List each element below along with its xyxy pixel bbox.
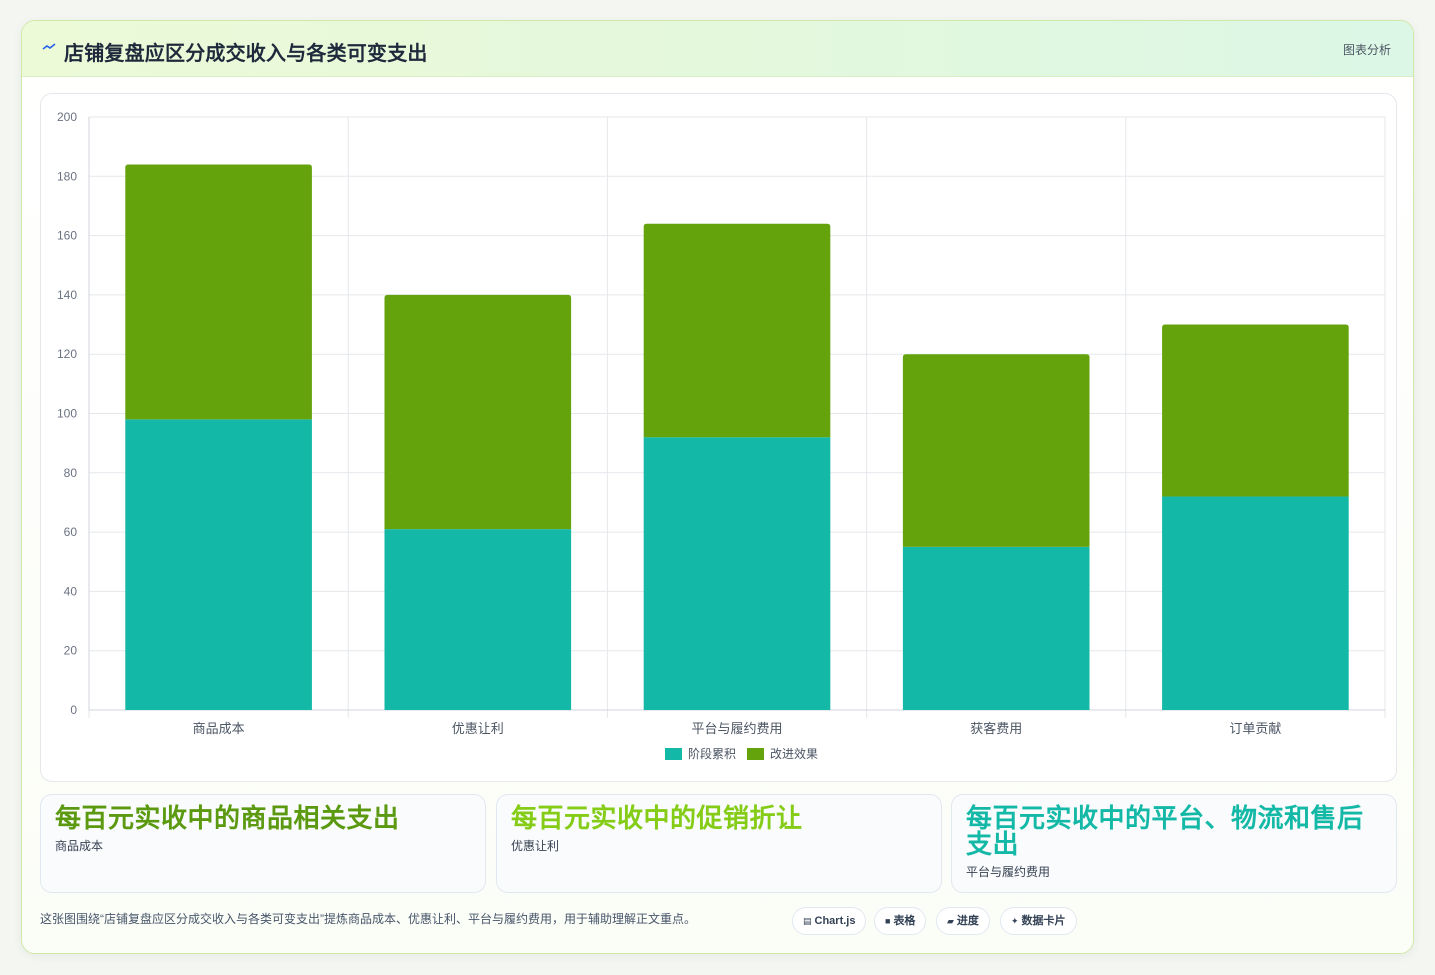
page-title: 店铺复盘应区分成交收入与各类可变支出 [64,43,428,65]
stat-value: 每百元实收中的平台、物流和售后支出 [966,803,1364,859]
pill-data-card[interactable]: ✦ 数据卡片 [1000,907,1077,935]
pill-label: 进度 [956,915,979,927]
bar-segment [902,546,1090,710]
pill-chartjs[interactable]: ▤ Chart.js [792,907,867,935]
table-icon: ■ [885,916,891,926]
legend-label: 改进效果 [770,746,818,761]
chart-caption: 这张图围绕“店铺复盘应区分成交收入与各类可变支出”提炼商品成本、优惠让利、平台与… [40,912,696,926]
stat-value: 每百元实收中的促销折让 [511,803,803,833]
stacked-bar-chart: 0 20 40 60 80 100 120 140 160 180 200 商品成本 优惠让利 平台与履约… [57,110,1386,761]
y-tick-label: 0 [70,703,77,717]
stat-label: 优惠让利 [511,839,560,853]
bar-segment [643,223,831,438]
x-tick-label: 优惠让利 [452,721,504,736]
legend-swatch [665,748,682,760]
chart-card: 店铺复盘应区分成交收入与各类可变支出 图表分析 0 20 40 60 80 100 120 1… [21,20,1414,954]
pill-progress[interactable]: ▰ 进度 [936,907,990,935]
stat-card-product-cost: 每百元实收中的商品相关支出 商品成本 [40,794,486,893]
pill-label: Chart.js [814,915,856,927]
y-tick-label: 140 [57,288,77,302]
pill-label: 数据卡片 [1021,915,1066,927]
legend-label: 阶段累积 [688,746,736,761]
stat-card-platform-fee: 每百元实收中的平台、物流和售后支出 平台与履约费用 [951,794,1397,893]
stat-label: 商品成本 [55,839,104,853]
bar-segment [1162,324,1349,497]
y-tick-label: 80 [64,466,78,480]
y-tick-label: 100 [57,407,77,421]
y-tick-label: 60 [64,525,78,539]
card-header: 店铺复盘应区分成交收入与各类可变支出 图表分析 [22,21,1413,77]
bar-segment [643,437,831,710]
bar-segment [125,419,312,710]
pill-table[interactable]: ■ 表格 [874,907,927,935]
bar-segment [1162,496,1349,710]
x-tick-label: 平台与履约费用 [691,721,782,736]
chart-analysis-tag: 图表分析 [1342,43,1391,57]
y-tick-label: 180 [57,169,77,183]
chart-icon: ▤ [803,916,812,926]
progress-icon: ▰ [947,916,954,926]
trend-line-icon [42,40,58,56]
bar-segment [384,529,572,710]
y-tick-label: 120 [57,347,77,361]
sparkle-icon: ✦ [1011,916,1019,926]
stat-card-discount: 每百元实收中的促销折让 优惠让利 [496,794,942,893]
pill-label: 表格 [893,915,916,927]
legend-swatch [747,748,764,760]
bar-segment [902,354,1090,547]
bar-segment [384,294,572,530]
x-tick-label: 订单贡献 [1229,721,1281,736]
x-tick-label: 商品成本 [193,721,245,736]
y-tick-label: 160 [57,229,77,243]
y-tick-label: 200 [57,110,77,124]
chart-panel: 0 20 40 60 80 100 120 140 160 180 200 商品成本 优惠让利 平台与履约… [40,93,1397,782]
stat-label: 平台与履约费用 [966,865,1051,879]
y-tick-label: 40 [64,584,78,598]
y-tick-label: 20 [64,644,78,658]
bar-segment [125,164,312,420]
x-tick-label: 获客费用 [970,721,1022,736]
stat-value: 每百元实收中的商品相关支出 [55,803,400,833]
